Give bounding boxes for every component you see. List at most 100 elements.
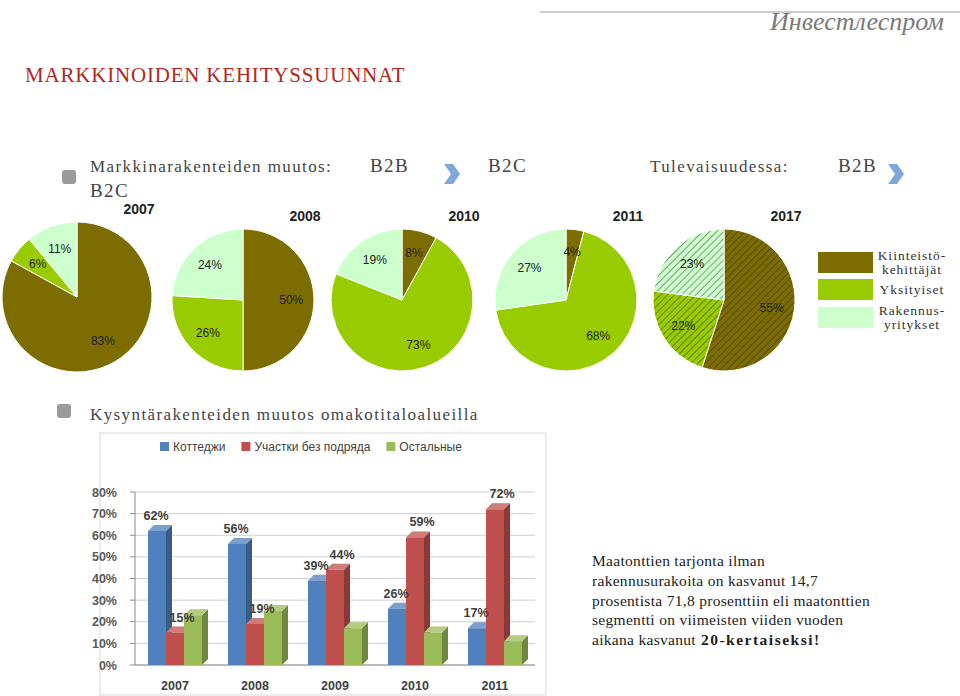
data-label: 11% [48, 242, 71, 256]
legend-swatch [241, 442, 250, 451]
bar [388, 609, 406, 665]
data-label: 73% [406, 338, 430, 352]
pie-slice [172, 229, 243, 300]
legend-swatch [818, 252, 873, 273]
bar-3d [424, 627, 448, 665]
pie-slice [172, 296, 243, 371]
section-text: B2C [90, 180, 129, 201]
bar-side-shade [282, 605, 288, 665]
pie-slice [29, 222, 77, 297]
tick-mark [130, 492, 135, 493]
data-label: 6% [29, 257, 47, 271]
bar-top [326, 564, 350, 570]
pies: 83%6%11%200750%26%24%20088%73%19%20104%6… [2, 201, 802, 372]
note-line: aikana kasvanut 20-kertaiseksi! [592, 631, 821, 648]
note-text: prosentista 71,8 prosenttiin eli maatont… [592, 592, 870, 609]
data-label: 19% [249, 602, 274, 616]
bar [246, 624, 264, 665]
tick-mark [130, 643, 135, 644]
arrow [444, 164, 460, 184]
tick-mark [130, 556, 135, 557]
pie [172, 229, 314, 371]
tick-label: 10% [92, 637, 117, 651]
pie-title: 2017 [770, 208, 801, 224]
data-label: 17% [463, 606, 488, 620]
section-text: Kysyntärakenteiden muutos omakotitaloalu… [90, 405, 479, 424]
grid-line [135, 492, 535, 493]
bar-top [504, 635, 528, 641]
legend-label-line: Rakennus- [879, 303, 946, 318]
data-label: 72% [489, 487, 514, 501]
bar-top [148, 525, 172, 531]
tick-mark [130, 535, 135, 536]
bar-3d [344, 622, 368, 665]
note-line: rakennusurakoita on kasvanut 14,7 [592, 572, 818, 589]
legend-label-line: Kiinteistö- [878, 248, 947, 263]
legend-swatch [386, 442, 395, 451]
legend-label: Rakennus-yritykset [879, 303, 946, 332]
note-line: segmentti on viimeisten viiden vuoden [592, 611, 843, 628]
bar [326, 570, 344, 665]
section-text: B2B [370, 155, 409, 176]
tick-label: 20% [92, 615, 117, 629]
data-label: 50% [279, 293, 303, 307]
tick-label: 60% [92, 529, 117, 543]
data-label: 83% [91, 334, 115, 348]
legend-label-line: kehittäjät [882, 262, 942, 277]
legend-label: Kiinteistö-kehittäjät [878, 248, 947, 277]
bar-top [228, 538, 252, 544]
bar-3d [504, 635, 528, 665]
tick-mark [130, 621, 135, 622]
note-line: Maatonttien tarjonta ilman [592, 552, 765, 569]
y-axis: 0%10%20%30%40%50%60%70%80% [92, 486, 535, 673]
bar [486, 509, 504, 665]
bar [406, 537, 424, 665]
y-axis-line [135, 492, 136, 665]
data-label: 23% [680, 257, 704, 271]
legend-label: Коттеджи [173, 440, 225, 454]
tick-label: 0% [99, 659, 117, 673]
logo: Инвестлеспром [769, 7, 944, 36]
bar [308, 581, 326, 665]
data-label: 68% [586, 329, 610, 343]
legend-label: Участки без подряда [254, 440, 370, 454]
tick-label: 80% [92, 486, 117, 500]
bar-legend: КоттеджиУчастки без подрядаОстальные [160, 440, 462, 454]
data-label: 4% [563, 245, 581, 259]
category-label: 2011 [481, 679, 508, 693]
note-text: aikana kasvanut [592, 631, 696, 648]
tick-mark [130, 578, 135, 579]
page: ИнвестлеспромMARKKINOIDEN KEHITYSSUUNNAT… [0, 0, 960, 696]
bar [468, 628, 486, 665]
bar-top [424, 627, 448, 633]
tick-label: 30% [92, 594, 117, 608]
data-label: 26% [196, 326, 220, 340]
bar-side-shade [362, 622, 368, 665]
data-label: 8% [405, 246, 423, 260]
note: Maatonttien tarjonta ilman rakennusurakoi… [592, 552, 870, 648]
data-label: 24% [198, 258, 222, 272]
pie-slice [654, 229, 724, 300]
data-label: 59% [409, 515, 434, 529]
note-emphasis: 20-kertaiseksi! [701, 631, 821, 648]
grid-line [135, 513, 535, 514]
pie-title: 2007 [123, 201, 154, 217]
bar-top-light [406, 531, 430, 537]
tick-mark [130, 600, 135, 601]
data-label: 19% [363, 253, 387, 267]
data-label: 44% [329, 548, 354, 562]
bullet [62, 170, 76, 184]
tick-label: 70% [92, 507, 117, 521]
arrow [888, 164, 904, 184]
category-label: 2007 [161, 679, 189, 693]
data-label: 22% [671, 319, 695, 333]
data-label: 55% [760, 301, 784, 315]
bar-top-light [486, 503, 510, 509]
pie [2, 222, 152, 372]
legend-label-line: yritykset [884, 317, 940, 332]
category-label: 2009 [321, 679, 349, 693]
bar-side [362, 622, 368, 665]
section-text: Tulevaisuudessa: [650, 157, 789, 176]
pie-slice [653, 291, 724, 367]
bar-top [344, 622, 368, 628]
